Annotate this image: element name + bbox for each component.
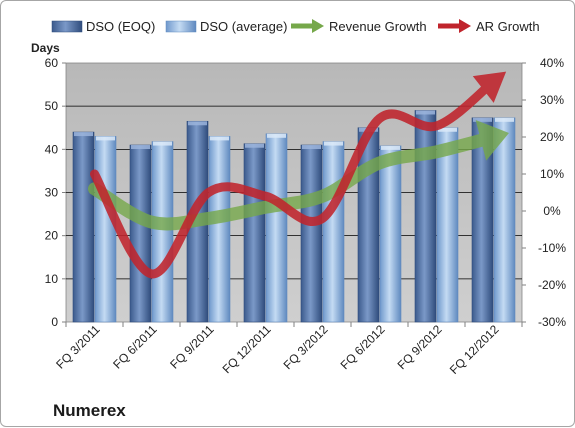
legend-arrow-revenue-growth — [291, 19, 324, 33]
bar-dso-eoq — [243, 143, 266, 323]
bar-dso-average — [322, 141, 345, 323]
y-tick-label: 60 — [45, 56, 59, 70]
bar-body — [414, 110, 437, 323]
bar-cap — [473, 117, 492, 122]
y2-tick-label: -30% — [538, 315, 566, 329]
bar-cap — [324, 141, 343, 146]
bar-dso-eoq — [72, 131, 95, 323]
legend-label-dso-eoq: DSO (EOQ) — [86, 19, 155, 34]
y-tick-label: 30 — [45, 186, 59, 200]
x-tick-label: FQ 6/2012 — [338, 322, 388, 372]
y2-tick-label: 30% — [540, 93, 564, 107]
growth-lines — [88, 71, 509, 279]
bar-dso-eoq — [129, 144, 152, 323]
y2-tick-label: -10% — [538, 241, 566, 255]
bar-cap — [96, 136, 115, 141]
legend-label-revenue-growth: Revenue Growth — [329, 19, 427, 34]
bar-body — [208, 136, 231, 323]
bar-body — [265, 133, 288, 323]
x-tick-label: FQ 3/2012 — [281, 322, 331, 372]
bar-cap — [416, 110, 435, 115]
bar-cap — [153, 141, 172, 146]
y2-tick-label: 10% — [540, 167, 564, 181]
bar-dso-average — [436, 127, 459, 323]
line-revenue-growth — [88, 119, 509, 231]
y-tick-label: 10 — [45, 272, 59, 286]
bar-body — [94, 136, 117, 323]
y-tick-label: 20 — [45, 229, 59, 243]
bar-body — [322, 141, 345, 323]
bar-cap — [495, 117, 514, 122]
bar-cap — [74, 132, 93, 137]
legend-swatch-dso-average — [165, 20, 197, 33]
y2-tick-label: 0% — [543, 204, 561, 218]
legend: DSO (EOQ) DSO (average) Revenue Growth A… — [51, 19, 540, 34]
legend-label-dso-average: DSO (average) — [200, 19, 287, 34]
company-name: Numerex — [53, 401, 126, 420]
line-arrowhead — [475, 119, 509, 161]
bar-body — [129, 144, 152, 323]
x-tick-label: FQ 12/2012 — [447, 322, 502, 377]
x-tick-label: FQ 9/2012 — [395, 322, 445, 372]
bar-dso-eoq — [471, 117, 494, 323]
line-arrowhead — [472, 71, 507, 103]
y2-tick-label: -20% — [538, 278, 566, 292]
y-tick-label: 0 — [51, 315, 58, 329]
line-path — [88, 130, 500, 231]
x-tick-label: FQ 3/2011 — [53, 322, 103, 372]
line-path — [90, 77, 498, 279]
bars — [72, 110, 516, 323]
y-tick-label: 40 — [45, 142, 59, 156]
bar-dso-average — [151, 141, 174, 323]
x-axis: FQ 3/2011 FQ 6/2011 FQ 9/2011 FQ 12/2011 FQ … — [53, 322, 523, 377]
y-tick-label: 50 — [45, 99, 59, 113]
bar-cap — [131, 145, 150, 150]
y-axis-right: -30% -20% -10% 0% 10% 20% 30% 40% — [522, 56, 566, 329]
bar-cap — [245, 143, 264, 148]
x-tick-label: FQ 12/2011 — [220, 322, 274, 376]
legend-label-ar-growth: AR Growth — [476, 19, 540, 34]
bar-body — [72, 131, 95, 323]
bar-cap — [438, 127, 457, 132]
bar-dso-eoq — [414, 110, 437, 323]
y2-tick-label: 20% — [540, 130, 564, 144]
bar-body — [151, 141, 174, 323]
bar-dso-eoq — [300, 144, 323, 323]
bar-cap — [302, 145, 321, 150]
line-ar-growth — [90, 71, 507, 279]
bar-dso-average — [265, 133, 288, 323]
legend-swatch-dso-eoq — [51, 20, 83, 33]
bar-dso-average — [208, 136, 231, 323]
y2-tick-label: 40% — [540, 56, 564, 70]
bar-cap — [381, 145, 400, 150]
bar-cap — [210, 136, 229, 141]
bar-body — [300, 144, 323, 323]
bar-body — [493, 117, 516, 323]
y-axis-left: 0 10 20 30 40 50 60 — [45, 56, 66, 329]
y-axis-title: Days — [31, 41, 60, 55]
bar-cap — [188, 121, 207, 126]
bar-body — [379, 145, 402, 323]
x-tick-label: FQ 9/2011 — [167, 322, 217, 372]
bar-dso-average — [94, 136, 117, 323]
bar-cap — [267, 133, 286, 138]
bar-dso-average — [493, 117, 516, 323]
legend-arrow-ar-growth — [438, 19, 471, 33]
bar-dso-average — [379, 145, 402, 323]
x-tick-label: FQ 6/2011 — [110, 322, 160, 372]
bar-body — [243, 143, 266, 323]
